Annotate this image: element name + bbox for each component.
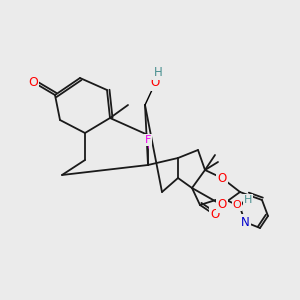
- Text: O: O: [28, 76, 38, 88]
- Text: H: H: [154, 65, 162, 79]
- Text: O: O: [150, 76, 160, 89]
- Text: O: O: [218, 199, 226, 212]
- Text: H: H: [244, 195, 252, 205]
- Text: F: F: [145, 135, 151, 145]
- Text: O: O: [210, 208, 220, 221]
- Text: N: N: [241, 215, 249, 229]
- Text: O: O: [218, 172, 226, 184]
- Text: O: O: [232, 200, 242, 210]
